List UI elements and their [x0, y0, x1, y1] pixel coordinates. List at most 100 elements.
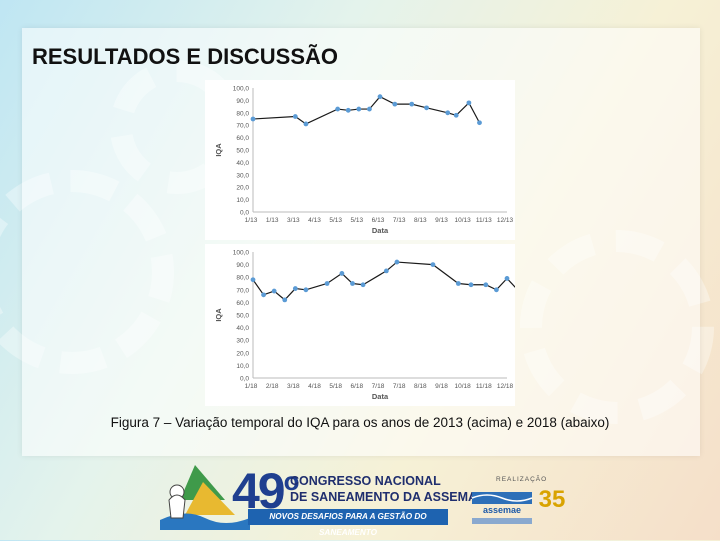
- realizacao-label: REALIZAÇÃO: [496, 476, 548, 483]
- y-tick-label: 30,0: [236, 338, 249, 345]
- x-tick-label: 1/18: [245, 383, 258, 390]
- y-tick-label: 0,0: [240, 376, 249, 383]
- congress-tagline: NOVOS DESAFIOS PARA A GESTÃO DO SANEAMEN…: [248, 509, 448, 537]
- data-point: [303, 287, 309, 293]
- y-tick-label: 60,0: [236, 135, 249, 142]
- data-point: [250, 277, 256, 283]
- data-point: [430, 262, 436, 267]
- data-point: [250, 116, 256, 122]
- x-tick-label: 1/13: [266, 217, 279, 224]
- congress-name-line2: DE SANEAMENTO DA ASSEMAE: [290, 490, 486, 504]
- data-point: [424, 105, 429, 111]
- data-point: [303, 121, 309, 127]
- y-tick-label: 50,0: [236, 313, 249, 320]
- y-tick-label: 30,0: [236, 172, 249, 179]
- x-axis-title: Data: [372, 226, 389, 235]
- data-point: [445, 110, 451, 116]
- x-tick-label: 4/13: [308, 217, 321, 224]
- y-tick-label: 0,0: [240, 210, 249, 217]
- x-tick-label: 5/13: [351, 217, 364, 224]
- data-point: [350, 281, 355, 286]
- x-axis-title: Data: [372, 392, 389, 401]
- x-tick-label: 9/13: [435, 217, 448, 224]
- y-tick-label: 40,0: [236, 325, 249, 332]
- y-tick-label: 90,0: [236, 262, 249, 269]
- data-point: [383, 268, 389, 274]
- x-tick-label: 5/13: [329, 217, 342, 224]
- data-point: [367, 106, 372, 112]
- data-point: [494, 287, 499, 293]
- x-tick-label: 12/18: [497, 383, 514, 390]
- x-tick-label: 5/18: [329, 383, 342, 390]
- data-point: [392, 101, 398, 107]
- y-tick-label: 20,0: [236, 350, 249, 357]
- data-point: [356, 106, 362, 112]
- assemae-name: assemae: [482, 505, 522, 515]
- series-line: [252, 261, 515, 301]
- data-point: [324, 281, 330, 286]
- x-tick-label: 2/18: [266, 383, 279, 390]
- y-tick-label: 10,0: [236, 197, 249, 204]
- data-point: [339, 271, 345, 276]
- assemae-logo-icon: [471, 492, 533, 524]
- anniversary-badge: 35: [538, 486, 566, 513]
- x-tick-label: 7/13: [393, 217, 406, 224]
- series-line: [252, 95, 481, 125]
- data-point: [377, 94, 383, 100]
- chart-2018-svg: 0,0 10,0 20,0 30,0 40,0 50,0 60,0 70,0 80,0 90,0 1…: [214, 250, 515, 401]
- data-point: [409, 101, 415, 107]
- data-point: [394, 259, 400, 265]
- x-tick-label: 7/18: [393, 383, 406, 390]
- y-tick-label: 70,0: [236, 123, 249, 130]
- chart-2013-svg: 0,0 10,0 20,0 30,0 40,0 50,0 60,0 70,0 80,0 90,0 1…: [214, 86, 514, 236]
- x-tick-label: 8/13: [414, 217, 427, 224]
- x-tick-label: 10/18: [455, 383, 472, 390]
- x-tick-label: 10/13: [455, 217, 472, 224]
- y-tick-label: 90,0: [236, 98, 249, 105]
- data-point: [453, 112, 459, 118]
- x-tick-label: 4/18: [308, 383, 321, 390]
- y-tick-label: 60,0: [236, 300, 249, 307]
- data-point: [504, 276, 510, 281]
- y-tick-label: 100,0: [233, 86, 250, 93]
- data-point: [335, 106, 341, 112]
- congress-mascot-logo-icon: [160, 465, 250, 530]
- y-tick-label: 80,0: [236, 110, 249, 117]
- x-tick-label: 7/18: [372, 383, 385, 390]
- data-point: [271, 288, 277, 294]
- x-tick-label: 9/18: [435, 383, 448, 390]
- slide-title: RESULTADOS E DISCUSSÃO: [32, 44, 338, 69]
- data-point: [292, 286, 298, 291]
- chart-2013: 0,0 10,0 20,0 30,0 40,0 50,0 60,0 70,0 80,0 90,0 1…: [205, 80, 515, 240]
- x-tick-label: 11/13: [476, 217, 492, 224]
- data-point: [360, 282, 366, 288]
- y-tick-label: 10,0: [236, 363, 249, 370]
- data-point: [468, 282, 474, 288]
- data-point: [483, 282, 489, 288]
- y-tick-label: 70,0: [236, 287, 249, 294]
- x-tick-label: 3/18: [287, 383, 300, 390]
- y-tick-label: 50,0: [236, 148, 249, 155]
- x-tick-label: 8/18: [414, 383, 427, 390]
- congress-name-line1: CONGRESSO NACIONAL: [290, 474, 441, 488]
- data-point: [261, 292, 266, 298]
- x-tick-label: 11/18: [476, 383, 492, 390]
- x-tick-label: 12/13: [497, 217, 514, 224]
- y-tick-label: 100,0: [233, 250, 250, 257]
- y-tick-label: 40,0: [236, 160, 249, 167]
- x-tick-label: 3/13: [287, 217, 300, 224]
- x-tick-label: 6/18: [351, 383, 364, 390]
- y-axis-title: IQA: [214, 308, 223, 322]
- y-axis-title: IQA: [214, 143, 223, 157]
- data-point: [282, 297, 288, 303]
- data-point: [292, 114, 298, 119]
- chart-2018: 0,0 10,0 20,0 30,0 40,0 50,0 60,0 70,0 80,0 90,0 1…: [205, 244, 515, 406]
- data-point: [477, 120, 482, 126]
- data-point: [466, 100, 472, 106]
- footer-banner: [0, 460, 720, 540]
- y-tick-label: 80,0: [236, 275, 249, 282]
- y-tick-label: 20,0: [236, 185, 249, 192]
- data-point: [455, 281, 461, 286]
- x-tick-label: 6/13: [372, 217, 385, 224]
- figure-caption: Figura 7 – Variação temporal do IQA para…: [110, 415, 610, 430]
